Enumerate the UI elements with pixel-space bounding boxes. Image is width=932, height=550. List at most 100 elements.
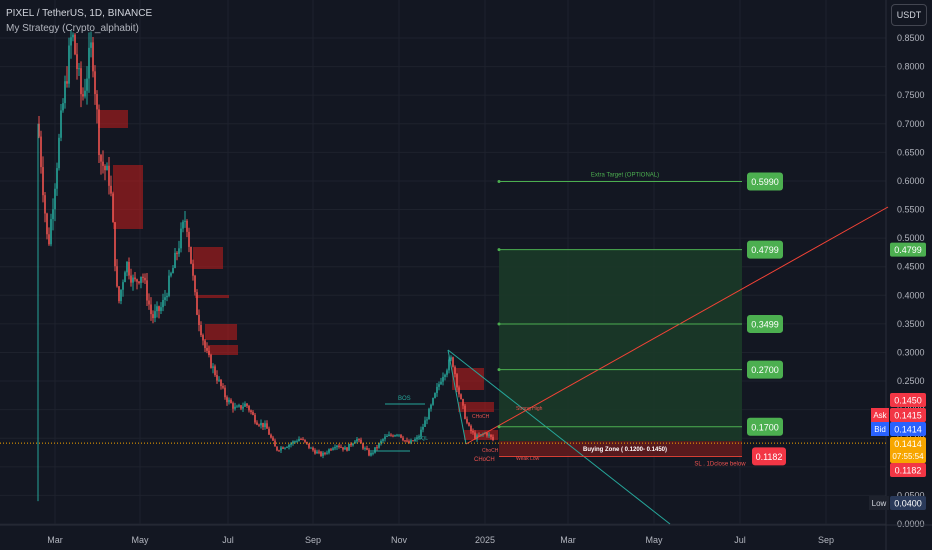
candle-body bbox=[38, 123, 40, 137]
candle-body bbox=[302, 439, 304, 441]
candle bbox=[274, 438, 276, 447]
candle bbox=[298, 436, 300, 442]
candle-body bbox=[114, 222, 116, 267]
candle-body bbox=[390, 434, 392, 436]
candle bbox=[370, 452, 372, 457]
candle bbox=[284, 447, 286, 450]
axis-tag-sl: 0.1182 bbox=[895, 466, 922, 476]
candle-body bbox=[178, 248, 180, 254]
candle bbox=[416, 435, 418, 442]
candle bbox=[460, 393, 462, 400]
candle bbox=[112, 191, 114, 223]
candle-body bbox=[52, 209, 54, 220]
candle bbox=[238, 403, 240, 408]
countdown: 07:55:54 bbox=[892, 452, 924, 461]
candle-body bbox=[82, 94, 84, 97]
candle-body bbox=[398, 434, 400, 436]
candle-body bbox=[490, 434, 492, 437]
candle bbox=[92, 36, 94, 78]
candle-body bbox=[328, 449, 330, 453]
candle bbox=[98, 104, 100, 164]
candle bbox=[100, 153, 102, 175]
candle bbox=[170, 271, 172, 278]
candle-body bbox=[360, 439, 362, 444]
candle-body bbox=[452, 357, 454, 367]
annotation-choch-3: CHoCH bbox=[474, 457, 495, 463]
candle-body bbox=[166, 295, 168, 298]
candle bbox=[398, 434, 400, 437]
candle-body bbox=[148, 300, 150, 305]
y-tick-label: 0.3500 bbox=[897, 319, 925, 329]
candle-body bbox=[410, 440, 412, 444]
candle bbox=[312, 446, 314, 452]
candle bbox=[434, 392, 436, 399]
candle-body bbox=[60, 110, 62, 138]
candle bbox=[184, 211, 186, 228]
candle bbox=[340, 444, 342, 448]
candle-body bbox=[254, 414, 256, 423]
candle bbox=[190, 246, 192, 265]
y-tick-label: 0.8500 bbox=[897, 33, 925, 43]
candle bbox=[262, 422, 264, 431]
candle-body bbox=[184, 220, 186, 222]
candle bbox=[220, 379, 222, 390]
supply-zone bbox=[458, 402, 494, 412]
candle-body bbox=[378, 443, 380, 448]
candle-body bbox=[282, 447, 284, 449]
currency-button[interactable]: USDT bbox=[891, 4, 927, 26]
candle bbox=[448, 356, 450, 374]
candle-body bbox=[78, 68, 80, 70]
candle bbox=[346, 446, 348, 452]
candle-body bbox=[442, 376, 444, 382]
candle bbox=[384, 433, 386, 442]
y-tick-label: 0.8000 bbox=[897, 62, 925, 72]
candle bbox=[420, 426, 422, 440]
candle-body bbox=[434, 393, 436, 398]
candle bbox=[464, 404, 466, 420]
candle bbox=[74, 33, 76, 56]
x-tick-label: Mar bbox=[560, 535, 576, 545]
candle bbox=[246, 403, 248, 408]
candle bbox=[334, 444, 336, 451]
candle bbox=[412, 440, 414, 442]
axis-tag-ask-box bbox=[890, 408, 926, 422]
candle-body bbox=[182, 221, 184, 229]
candle bbox=[366, 445, 368, 451]
target-dot bbox=[497, 368, 501, 372]
supply-zone bbox=[208, 345, 238, 355]
candle bbox=[276, 446, 278, 452]
candle-body bbox=[106, 165, 108, 171]
candle bbox=[392, 434, 394, 438]
candle-body bbox=[206, 347, 208, 351]
y-tick-label: 0.6000 bbox=[897, 176, 925, 186]
candle-body bbox=[308, 443, 310, 448]
y-tick-label: 0.7000 bbox=[897, 119, 925, 129]
candle bbox=[158, 305, 160, 319]
candle-body bbox=[252, 412, 254, 415]
candle bbox=[66, 66, 68, 88]
candle bbox=[58, 133, 60, 171]
candle-body bbox=[96, 94, 98, 110]
candle-body bbox=[406, 440, 408, 442]
candle bbox=[270, 433, 272, 439]
candle-body bbox=[40, 136, 42, 168]
candle-body bbox=[412, 440, 414, 442]
candle bbox=[60, 103, 62, 142]
candle-body bbox=[382, 439, 384, 441]
candle bbox=[144, 273, 146, 284]
candle bbox=[328, 448, 330, 455]
candle-body bbox=[314, 450, 316, 454]
candle bbox=[314, 448, 316, 455]
candle-body bbox=[440, 381, 442, 385]
bid-label-box bbox=[871, 422, 889, 436]
candle-body bbox=[352, 443, 354, 446]
candle bbox=[180, 222, 182, 253]
ask-label: Ask bbox=[873, 411, 887, 420]
candle bbox=[358, 438, 360, 443]
candle-body bbox=[396, 434, 398, 436]
candle bbox=[272, 435, 274, 442]
candle bbox=[192, 259, 194, 281]
trend-connector bbox=[447, 349, 467, 445]
candle bbox=[38, 115, 40, 139]
